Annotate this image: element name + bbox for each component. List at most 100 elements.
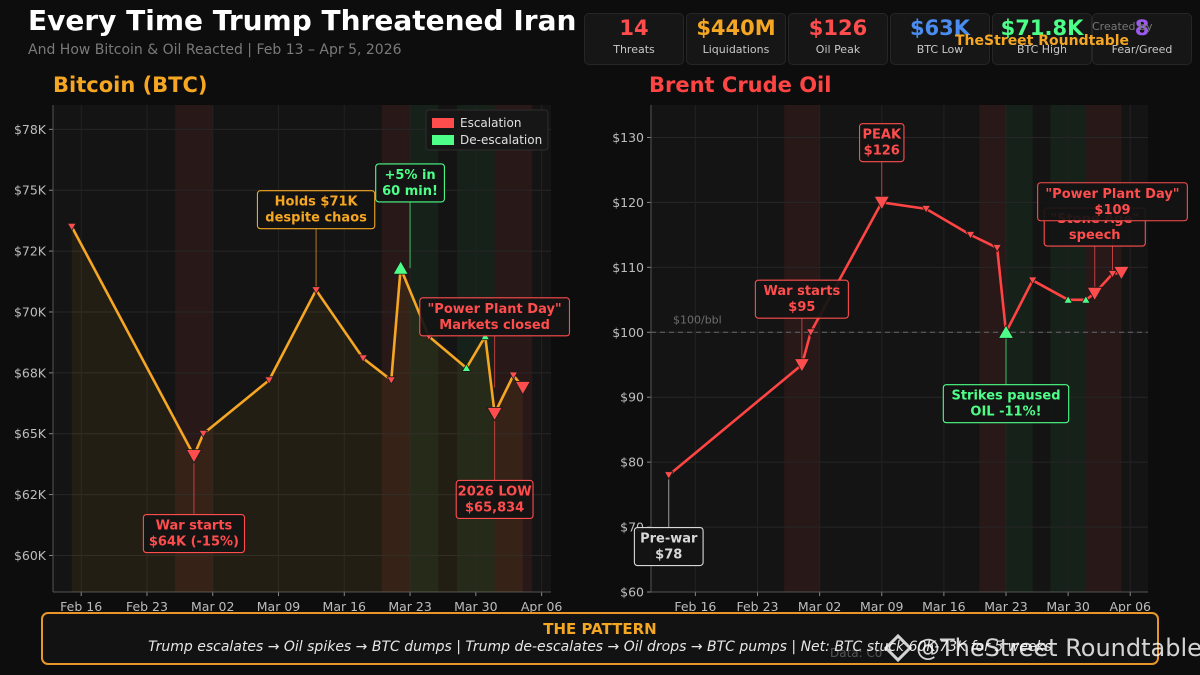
escalation-marker	[965, 231, 976, 240]
x-tick-label: Mar 23	[388, 599, 431, 612]
annotation-box	[754, 279, 849, 319]
escalation-marker	[793, 358, 811, 373]
legend-swatch-escalation	[432, 118, 454, 128]
stat-value: 14	[619, 16, 649, 40]
annotation-text: despite chaos	[265, 211, 367, 226]
btc-chart: Bitcoin (BTC) $60K $62K $65K $68K $70K $72K $75…	[14, 73, 571, 612]
x-tick-label: Mar 30	[454, 599, 498, 612]
escalation-marker	[873, 196, 890, 211]
x-tick-label: Mar 09	[257, 599, 301, 612]
x-tick-label: Mar 23	[984, 599, 1027, 612]
series-line	[70, 226, 524, 457]
stat-value: $126	[808, 16, 868, 40]
y-tick-label: $72K	[14, 244, 47, 259]
stat-value: $63K	[909, 16, 971, 40]
annotation-box	[375, 163, 445, 203]
annotation-text: $126	[864, 144, 900, 159]
stat-card-fear-greed: 8 Fear/Greed	[1092, 13, 1192, 65]
annotation-text: War starts	[156, 519, 233, 534]
annotation-box	[455, 479, 534, 520]
y-tick-label: $68K	[14, 365, 47, 380]
annotation-box	[633, 526, 704, 567]
annotation-box	[419, 297, 571, 337]
escalation-band	[979, 105, 1006, 592]
escalation-marker	[514, 381, 532, 396]
annotation: PEAK$126	[858, 123, 905, 163]
chart-title: Bitcoin (BTC)	[53, 73, 208, 97]
annotation-text: Strikes paused	[951, 389, 1060, 404]
escalation-marker	[1086, 286, 1103, 302]
legend	[425, 109, 549, 151]
legend-label-deescalation: De-escalation	[460, 133, 542, 147]
y-tick-label: $78K	[14, 122, 47, 137]
annotation-text: $95	[788, 300, 815, 315]
x-tick-label: Feb 16	[60, 599, 102, 612]
x-tick-label: Mar 02	[798, 599, 841, 612]
x-tick-label: Mar 16	[922, 599, 966, 612]
stat-label: Threats	[613, 43, 655, 56]
x-tick-label: Feb 23	[126, 599, 168, 612]
brand-name: TheStreet Roundtable	[955, 33, 1130, 49]
annotation: 2026 LOW$65,834	[455, 479, 534, 520]
legend-label-escalation: Escalation	[460, 116, 521, 130]
watermark-text: @TheStreet Roundtable	[916, 634, 1200, 662]
oil-chart: Brent Crude Oil$60$70$80$90$100$110$120$…	[612, 73, 1188, 612]
deescalation-marker	[1080, 295, 1091, 304]
stat-value: $71.8K	[1000, 16, 1084, 40]
annotation-box	[858, 123, 905, 163]
escalation-marker	[508, 371, 519, 381]
annotation-text: $64K (-15%)	[149, 535, 239, 550]
stat-card-oil-peak: $126 Oil Peak	[788, 13, 888, 65]
x-tick-label: Feb 23	[736, 599, 778, 612]
escalation-marker	[185, 449, 203, 464]
annotation-text: PEAK	[862, 128, 901, 143]
escalation-marker	[663, 471, 674, 480]
escalation-marker	[66, 222, 77, 232]
stat-label: Liquidations	[702, 43, 770, 56]
annotation-text: "Power Plant Day"	[428, 302, 562, 317]
annotation-box	[256, 190, 376, 230]
deescalation-marker	[461, 363, 472, 372]
y-tick-label: $65K	[14, 426, 47, 441]
escalation-marker	[311, 286, 321, 295]
page-title: Every Time Trump Threatened Iran	[28, 4, 577, 37]
annotation-text: $109	[1094, 203, 1130, 218]
created-by-label: Created by	[1092, 20, 1153, 33]
escalation-marker	[386, 376, 397, 385]
annotation-text: OIL -11%!	[970, 405, 1041, 420]
reference-line-label: $100/bbl	[673, 313, 722, 326]
stat-card-btc-high: $71.8K BTC High	[992, 13, 1092, 65]
y-tick-label: $120	[612, 195, 644, 210]
escalation-marker	[264, 376, 275, 385]
escalation-marker	[1027, 276, 1038, 286]
brand-logo-icon	[883, 633, 913, 663]
y-tick-label: $100	[612, 325, 644, 340]
x-tick-label: Feb 16	[674, 599, 716, 612]
escalation-marker	[1113, 266, 1130, 281]
x-tick-label: Mar 16	[323, 599, 367, 612]
escalation-marker	[358, 354, 368, 364]
stat-label: BTC Low	[916, 43, 964, 56]
stat-label: BTC High	[1016, 43, 1068, 56]
stat-value: $440M	[696, 16, 776, 40]
stat-card-liquidations: $440M Liquidations	[686, 13, 786, 65]
annotation-text: Pre-war	[640, 532, 698, 547]
y-tick-label: $80	[620, 455, 644, 470]
watermark: @TheStreet Roundtable	[883, 633, 1200, 663]
escalation-marker	[486, 407, 503, 422]
annotation-text: "Power Plant Day"	[1045, 187, 1179, 202]
y-tick-label: $130	[612, 130, 644, 145]
x-tick-label: Mar 09	[860, 599, 904, 612]
annotation-text: +5% in	[384, 168, 435, 183]
annotation-text: Markets closed	[439, 318, 550, 333]
y-tick-label: $75K	[14, 183, 47, 198]
stat-label: Fear/Greed	[1111, 43, 1173, 56]
annotation-text: 60 min!	[382, 184, 438, 199]
legend-swatch-deescalation	[432, 135, 454, 145]
annotation: "Power Plant Day"Markets closed	[419, 297, 571, 337]
annotation-text: War starts	[764, 284, 841, 299]
y-tick-label: $110	[612, 260, 644, 275]
annotation-text: $65,834	[465, 500, 524, 515]
